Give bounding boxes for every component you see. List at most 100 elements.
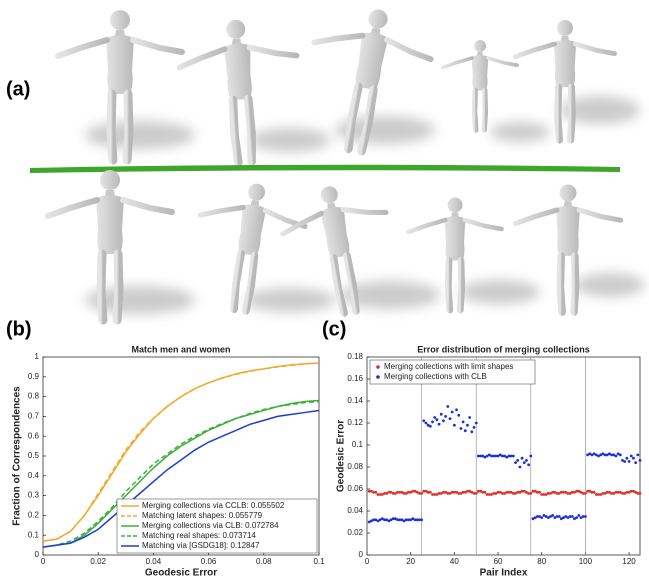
data-point — [557, 515, 561, 518]
data-point — [592, 490, 596, 494]
data-point — [409, 518, 413, 522]
chart-title: Match men and women — [131, 344, 230, 354]
x-tick-label: 20 — [406, 557, 415, 566]
data-point — [448, 492, 452, 495]
data-point — [555, 515, 559, 518]
x-tick-label: 0.06 — [201, 557, 217, 566]
data-point — [420, 492, 423, 495]
data-point — [450, 490, 454, 494]
data-point — [387, 490, 391, 494]
data-point — [450, 410, 454, 414]
y-axis-label: Fraction of Correspondences — [12, 386, 23, 526]
data-point — [542, 514, 546, 517]
data-point — [409, 490, 413, 494]
data-point — [549, 492, 552, 495]
data-point — [383, 518, 386, 522]
data-point — [551, 514, 555, 517]
y-tick-label: 0.06 — [347, 484, 363, 493]
data-point — [559, 490, 563, 494]
data-point — [457, 413, 461, 417]
data-point — [610, 492, 614, 495]
data-point — [584, 515, 587, 518]
data-point — [529, 492, 533, 495]
y-tick-label: 0.5 — [28, 451, 40, 460]
data-point — [553, 490, 557, 494]
line-series — [42, 409, 320, 548]
data-point — [505, 455, 509, 459]
data-point — [577, 489, 581, 493]
data-point — [538, 490, 541, 494]
data-point — [380, 493, 384, 496]
data-point — [601, 452, 605, 456]
data-point — [614, 490, 618, 494]
data-point — [415, 518, 419, 522]
data-point — [378, 493, 382, 496]
data-point — [625, 456, 629, 460]
panel-label: (c) — [322, 318, 346, 340]
data-point — [463, 429, 467, 433]
data-point — [590, 453, 594, 457]
y-tick-label: 0 — [35, 550, 40, 559]
data-point — [594, 453, 598, 457]
data-point — [573, 490, 576, 494]
data-point — [511, 454, 515, 458]
data-point — [367, 520, 371, 524]
data-point — [621, 492, 624, 495]
data-point — [616, 490, 620, 494]
data-point — [594, 493, 598, 496]
x-tick-label: 60 — [494, 557, 503, 566]
data-point — [638, 492, 642, 495]
data-point — [511, 492, 515, 495]
data-point — [501, 492, 504, 495]
data-point — [383, 492, 386, 495]
data-point — [605, 490, 609, 494]
data-point — [542, 493, 546, 496]
data-point — [437, 422, 441, 426]
shape-gallery — [30, 0, 645, 321]
data-point — [485, 454, 489, 458]
data-point — [459, 427, 463, 430]
data-point — [608, 452, 611, 456]
data-point — [636, 453, 640, 457]
data-point — [452, 423, 456, 427]
data-point — [470, 430, 474, 434]
data-point — [476, 454, 480, 458]
data-point — [481, 454, 485, 458]
y-tick-label: 0.3 — [28, 491, 40, 500]
data-point — [612, 453, 616, 457]
data-point — [557, 492, 561, 495]
data-point — [525, 459, 528, 462]
y-tick-label: 0.12 — [347, 418, 363, 427]
data-point — [522, 461, 526, 464]
data-point — [570, 515, 574, 518]
data-point — [618, 453, 622, 457]
y-tick-label: 1 — [35, 352, 40, 361]
y-tick-label: 0 — [359, 550, 364, 559]
data-point — [404, 492, 408, 495]
data-point — [501, 454, 504, 458]
data-point — [590, 490, 594, 494]
y-tick-label: 0.14 — [347, 396, 363, 405]
data-point — [579, 516, 583, 519]
data-point — [566, 492, 570, 495]
data-point — [420, 518, 423, 522]
legend-label: Matching real shapes: 0.073714 — [142, 531, 256, 540]
data-point — [385, 492, 389, 495]
data-point — [531, 489, 535, 493]
panel-label: (a) — [6, 78, 30, 100]
data-point — [520, 489, 524, 493]
data-point — [518, 465, 522, 469]
data-point — [485, 493, 489, 496]
data-point — [599, 453, 603, 457]
data-point — [369, 489, 373, 493]
data-point — [393, 517, 397, 521]
data-point — [568, 492, 572, 495]
data-point — [393, 492, 397, 495]
data-point — [490, 454, 493, 458]
legend-label: Merging collections via CLB: 0.072784 — [142, 521, 279, 530]
data-point — [629, 489, 633, 493]
data-point — [468, 416, 472, 419]
chart-title: Error distribution of merging collection… — [417, 344, 590, 354]
data-point — [627, 490, 631, 494]
y-tick-label: 0.02 — [347, 528, 363, 537]
